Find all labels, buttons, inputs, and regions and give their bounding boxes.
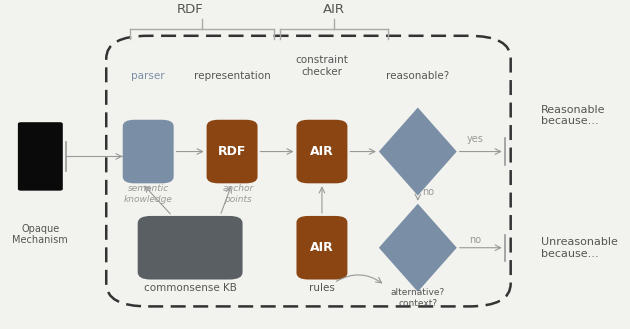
FancyBboxPatch shape (297, 120, 347, 183)
Text: Reasonable
because…: Reasonable because… (541, 105, 605, 126)
Text: alternative?
context?: alternative? context? (391, 289, 445, 308)
Text: RDF: RDF (218, 145, 246, 158)
Polygon shape (379, 108, 457, 195)
FancyBboxPatch shape (138, 216, 243, 280)
Text: AIR: AIR (310, 145, 334, 158)
Text: Opaque
Mechanism: Opaque Mechanism (13, 224, 68, 245)
Text: RDF: RDF (177, 3, 203, 16)
FancyBboxPatch shape (297, 216, 347, 280)
Text: commonsense KB: commonsense KB (144, 283, 237, 293)
Text: no: no (469, 235, 481, 245)
Text: constraint
checker: constraint checker (295, 55, 348, 77)
Text: semantic
knowledge: semantic knowledge (123, 184, 173, 204)
Polygon shape (379, 204, 457, 292)
FancyBboxPatch shape (207, 120, 258, 183)
FancyBboxPatch shape (18, 122, 63, 191)
Text: AIR: AIR (323, 3, 345, 16)
Text: anchor
points: anchor points (222, 184, 254, 204)
FancyBboxPatch shape (123, 120, 174, 183)
Text: AIR: AIR (310, 241, 334, 254)
Text: reasonable?: reasonable? (386, 71, 449, 82)
Text: Unreasonable
because…: Unreasonable because… (541, 237, 617, 259)
Text: yes: yes (466, 134, 483, 144)
Text: representation: representation (193, 71, 270, 82)
Text: parser: parser (132, 71, 165, 82)
Text: no: no (422, 187, 434, 197)
Text: rules: rules (309, 283, 335, 293)
